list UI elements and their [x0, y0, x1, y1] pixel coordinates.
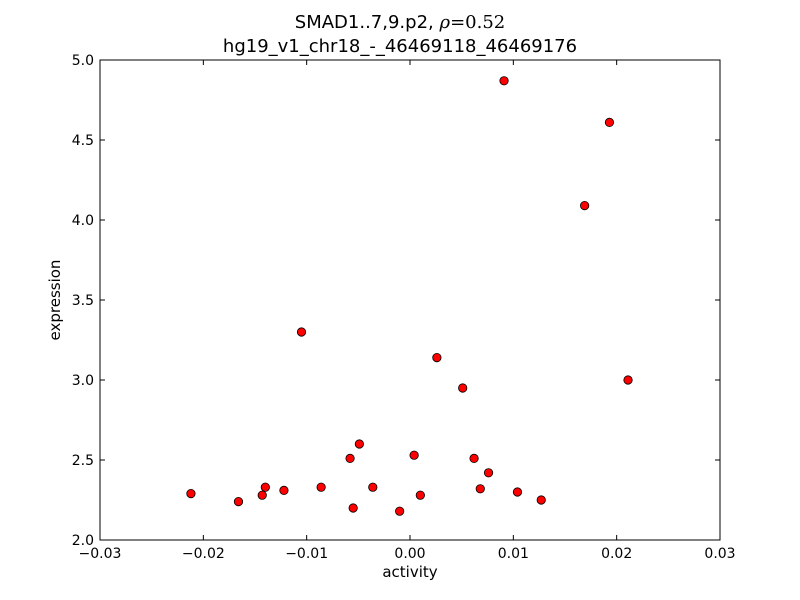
y-tick-label: 5.0	[72, 53, 94, 69]
data-point	[354, 439, 364, 449]
data-point	[316, 482, 326, 492]
data-point	[536, 495, 546, 505]
data-point	[512, 487, 523, 497]
x-tick-label: 0.03	[704, 546, 735, 562]
plot-frame	[99, 59, 721, 541]
y-tick-label: 4.5	[72, 133, 94, 149]
data-point	[368, 482, 378, 492]
data-point	[279, 485, 289, 495]
data-point	[415, 490, 425, 500]
chart-title-rho-symbol: ρ	[439, 12, 451, 33]
chart-title-prefix: SMAD1..7,9.p2,	[294, 12, 440, 33]
data-point	[580, 201, 590, 211]
y-tick-label: 3.0	[72, 373, 94, 389]
data-point	[475, 484, 485, 494]
chart-title-rho-value: =0.52	[450, 12, 506, 33]
chart-title-line-2: hg19_v1_chr18_-_46469118_46469176	[222, 36, 578, 57]
points-layer	[186, 76, 633, 516]
data-point	[499, 76, 509, 86]
y-tick-label: 3.5	[72, 293, 94, 309]
x-tick-label: 0.01	[498, 546, 529, 562]
data-point	[432, 352, 442, 363]
data-point	[260, 482, 270, 492]
x-tick-label: −0.02	[182, 546, 225, 562]
x-tick-label: −0.01	[285, 546, 328, 562]
y-axis-label: expression	[46, 260, 64, 341]
y-tick-label: 2.5	[72, 453, 94, 469]
data-point	[348, 503, 358, 513]
data-point	[469, 453, 479, 463]
x-tick-label: −0.03	[79, 546, 122, 562]
data-point	[409, 450, 419, 460]
data-point	[483, 468, 494, 478]
data-point	[345, 453, 355, 463]
x-tick-label: 0.02	[601, 546, 632, 562]
data-point	[458, 383, 468, 393]
y-tick-label: 2.0	[72, 533, 94, 549]
data-point	[623, 375, 633, 385]
x-tick-label: 0.00	[394, 546, 425, 562]
x-axis-label: activity	[382, 563, 437, 581]
y-tick-label: 4.0	[72, 213, 94, 229]
data-point	[233, 496, 244, 507]
data-point	[296, 327, 307, 337]
data-point	[257, 490, 267, 500]
data-point	[186, 488, 196, 499]
chart-title-line-1: SMAD1..7,9.p2, ρ=0.52	[0, 12, 800, 33]
data-point	[604, 117, 615, 128]
ticks-layer: −0.03 −0.02 −0.01 0.00 0.01 0.02 0.03 2.0 2.5 3.0…	[72, 53, 736, 562]
data-point	[395, 506, 405, 516]
